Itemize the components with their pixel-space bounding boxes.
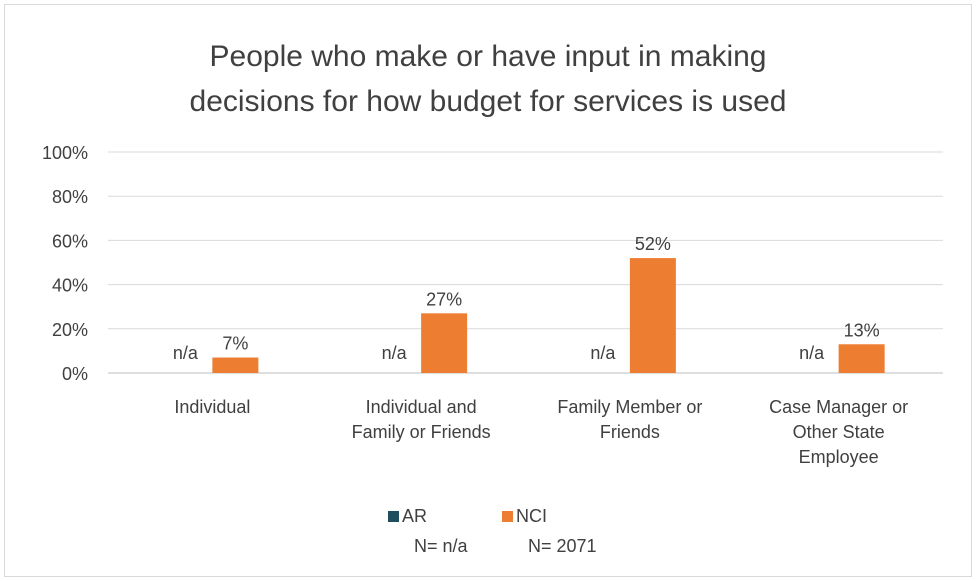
bar-nci [629, 258, 676, 373]
x-tick-label: Individual [174, 397, 250, 417]
bars [212, 258, 885, 373]
legend-n-label: N= n/a [414, 536, 469, 556]
y-tick-label: 80% [52, 187, 88, 207]
y-axis: 0% 20% 40% 60% 80% 100% [42, 143, 88, 384]
bar-nci [838, 344, 885, 373]
y-tick-label: 100% [42, 143, 88, 163]
chart-title: People who make or have input in making … [190, 40, 787, 118]
x-tick-label: Other State [793, 422, 885, 442]
y-tick-label: 20% [52, 320, 88, 340]
x-tick-label: Friends [600, 422, 660, 442]
x-tick-label: Case Manager or [769, 397, 908, 417]
data-label: n/a [173, 343, 199, 363]
data-label: n/a [799, 343, 825, 363]
chart-title-line-1: People who make or have input in making [210, 40, 767, 73]
legend-swatch-ar [388, 511, 399, 522]
x-tick-label: Employee [799, 447, 879, 467]
data-label: 7% [222, 334, 248, 354]
x-tick-label: Individual and [366, 397, 477, 417]
data-label: n/a [382, 343, 408, 363]
y-tick-label: 60% [52, 231, 88, 251]
data-label: 27% [426, 289, 462, 309]
x-axis: Individual Individual and Family or Friend… [174, 397, 908, 467]
legend-n-label: N= 2071 [528, 536, 597, 556]
legend: AR N= n/a NCI N= 2071 [388, 506, 597, 556]
x-tick-label: Family or Friends [352, 422, 491, 442]
bar-nci [421, 313, 468, 373]
x-tick-label: Family Member or [557, 397, 702, 417]
bar-nci [212, 357, 259, 373]
data-label: 52% [635, 234, 671, 254]
y-tick-label: 0% [62, 364, 88, 384]
y-tick-label: 40% [52, 276, 88, 296]
data-labels: n/a 7% n/a 27% n/a 52% n/a 13% [173, 234, 880, 363]
chart-frame [4, 4, 972, 577]
chart-title-line-2: decisions for how budget for services is… [190, 85, 787, 118]
data-label: 13% [844, 320, 880, 340]
legend-swatch-nci [502, 511, 513, 522]
data-label: n/a [590, 343, 616, 363]
legend-label: NCI [516, 506, 547, 526]
legend-label: AR [402, 506, 427, 526]
